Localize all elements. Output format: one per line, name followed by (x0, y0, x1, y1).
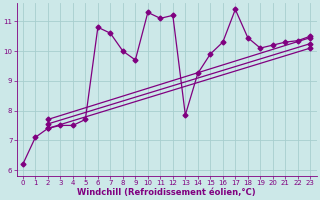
X-axis label: Windchill (Refroidissement éolien,°C): Windchill (Refroidissement éolien,°C) (77, 188, 256, 197)
